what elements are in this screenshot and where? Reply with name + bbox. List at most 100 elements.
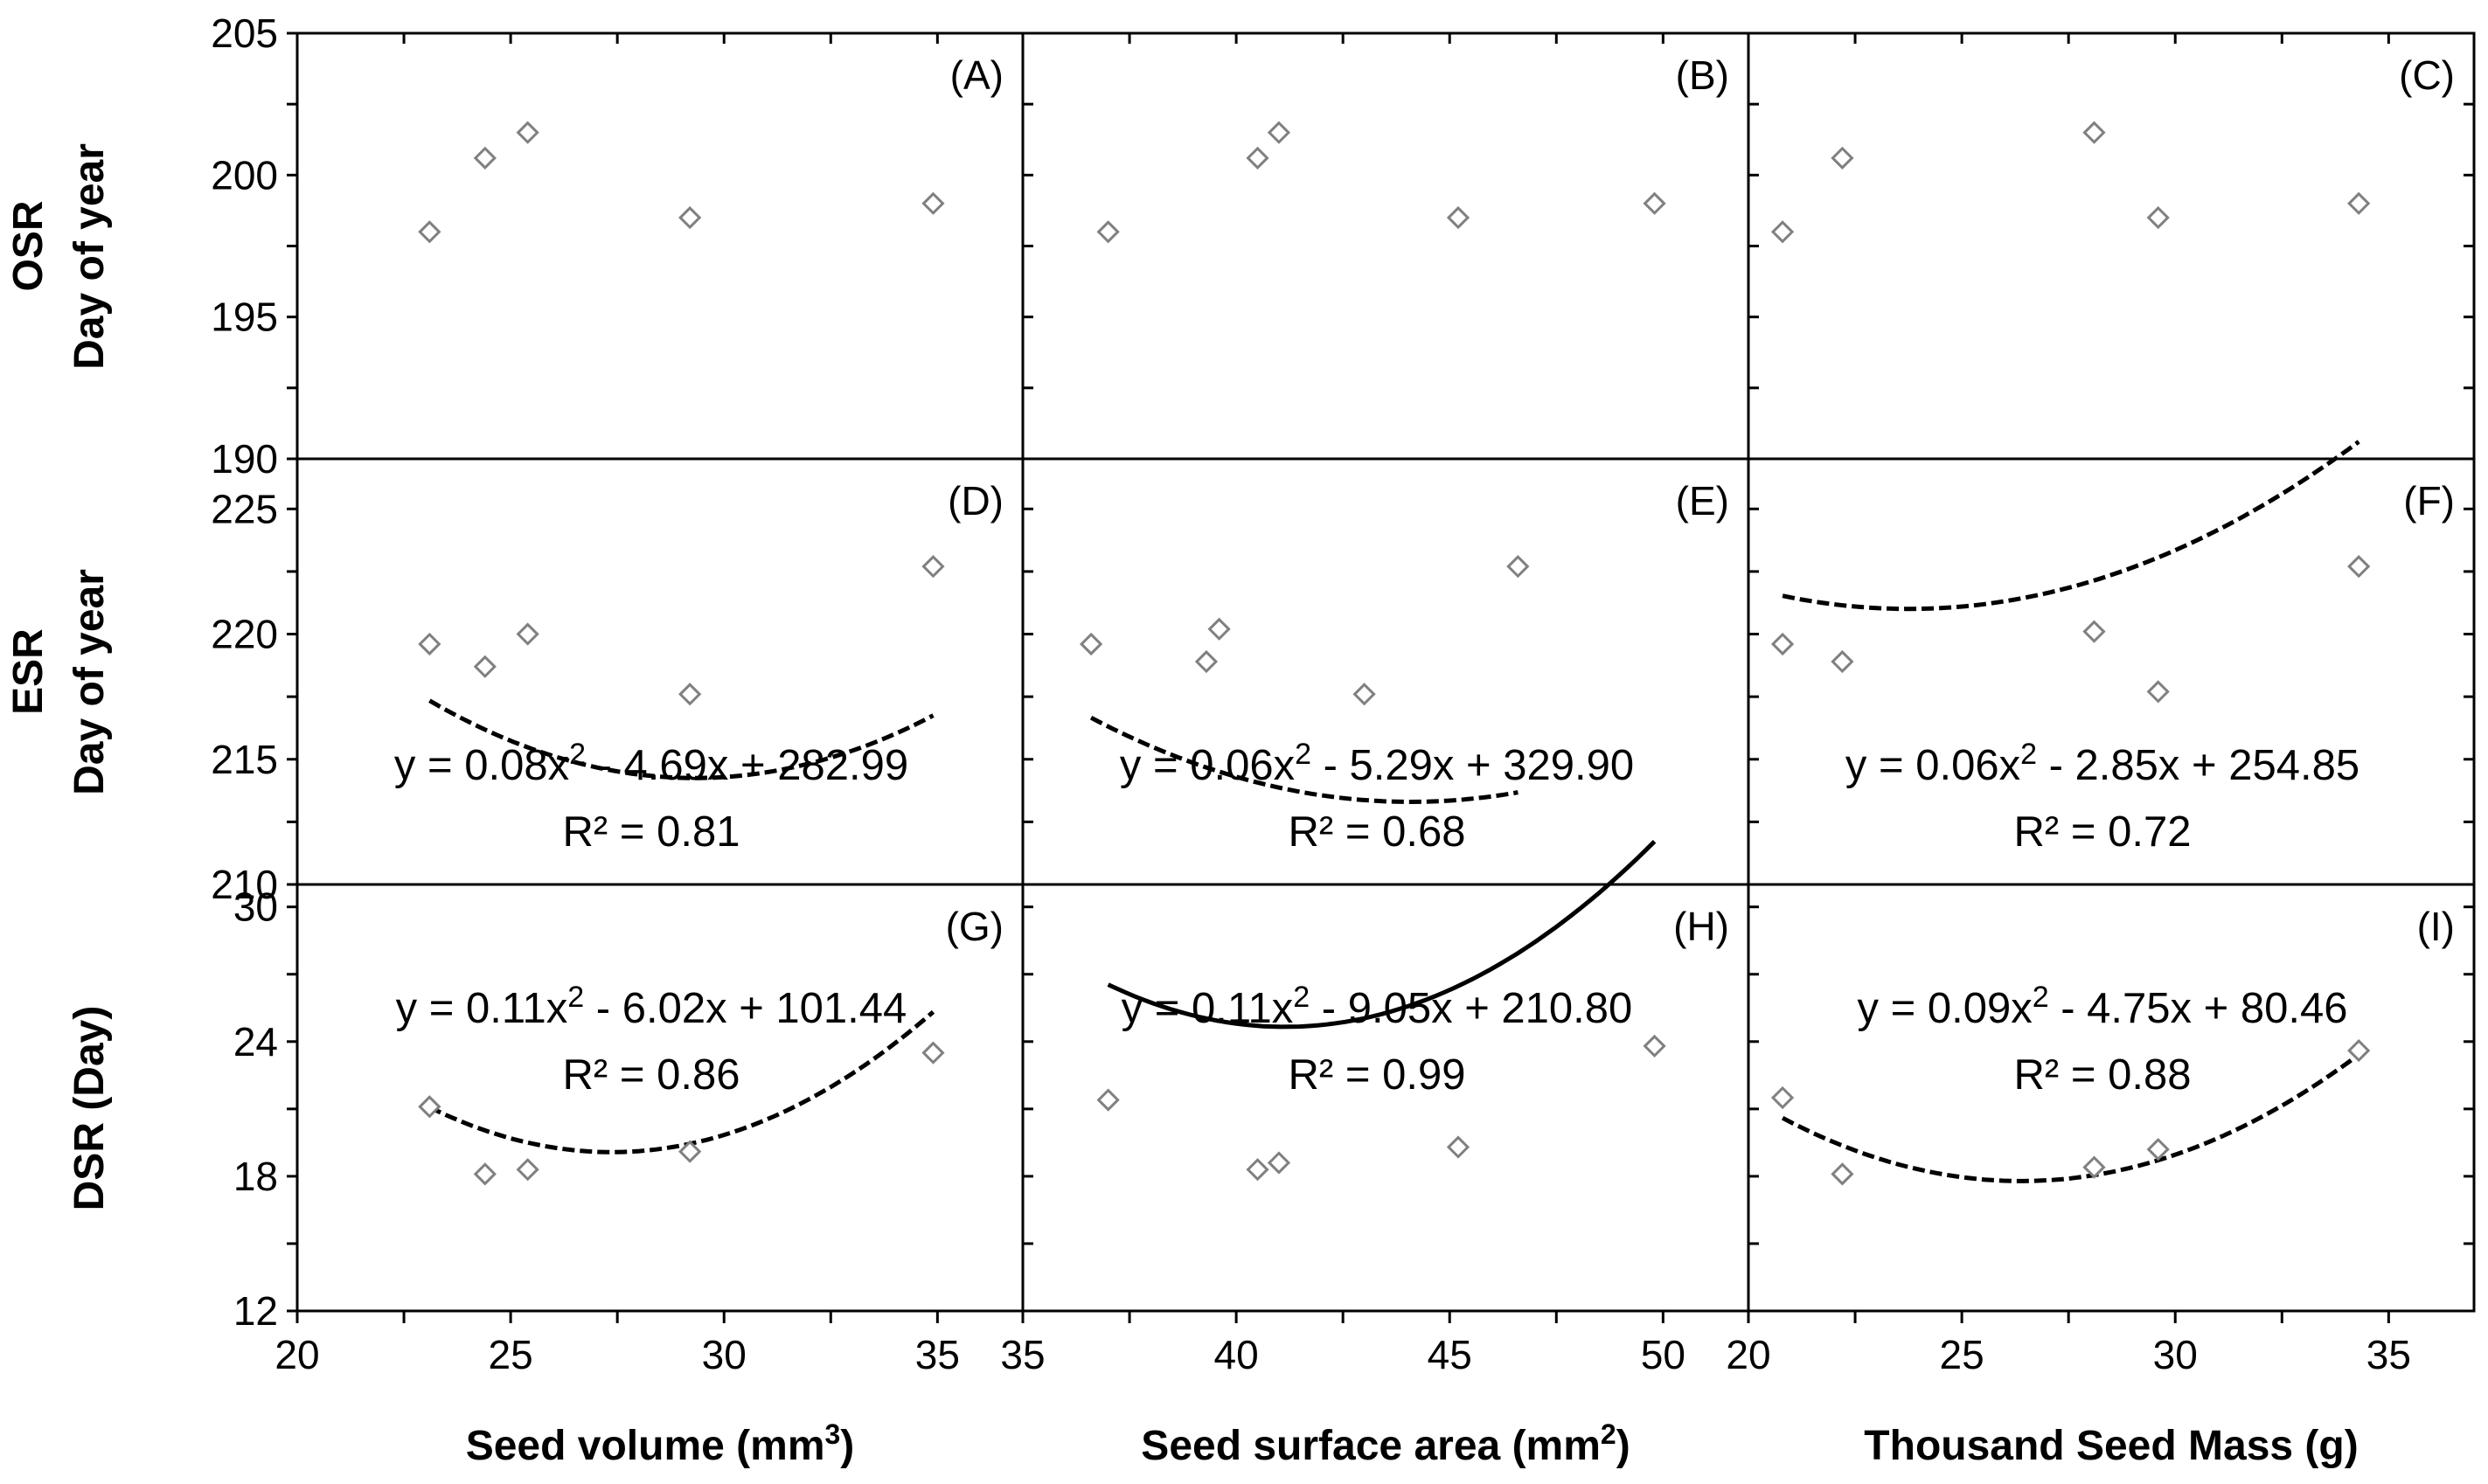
- panel-label: (H): [1673, 904, 1729, 949]
- panel-frame: [1021, 31, 1750, 461]
- x-tick-label: 45: [1428, 1332, 1472, 1377]
- x-tick-label: 35: [2366, 1332, 2411, 1377]
- equation-sup: 2: [2020, 738, 2037, 771]
- panel-c: (C): [1770, 52, 2455, 244]
- y-tick-label: 215: [211, 737, 278, 782]
- panel-e: (E) y = 0.06x2 - 5.29x + 329.90 R² = 0.68: [1079, 478, 1729, 856]
- data-point: [1246, 1158, 1269, 1182]
- panels-layer: (A) (B) (C)(D)y = 0.08x2 - 4.69x + 282.99R…: [394, 52, 2455, 1186]
- equation-main: y = 0.06x: [1120, 742, 1295, 789]
- trend-equation: y = 0.11x2 - 6.02x + 101.44: [396, 981, 907, 1032]
- y-axis-title: OSR: [5, 200, 52, 291]
- x-axis-title: Thousand Seed Mass (g): [1864, 1423, 2358, 1469]
- panel-label: (E): [1676, 478, 1729, 524]
- panel-label: (A): [950, 52, 1004, 98]
- y-tick-label: 225: [211, 486, 278, 531]
- trend-line: [1782, 440, 2360, 612]
- r-squared: R² = 0.81: [563, 808, 740, 856]
- x-axis-title-main: Seed surface area (mm: [1141, 1423, 1601, 1469]
- data-point: [2347, 191, 2371, 215]
- data-point: [418, 632, 441, 656]
- data-point: [1267, 121, 1291, 144]
- y-axis-title: DSR (Day): [66, 1006, 113, 1211]
- x-axis-title-sup: 2: [1601, 1418, 1616, 1450]
- panel-h: (H) y = 0.11x2 - 9.05x + 210.80 R² = 0.99: [1096, 840, 1729, 1182]
- data-point: [1770, 220, 1795, 244]
- panel-g: (G) y = 0.11x2 - 6.02x + 101.44 R² = 0.86: [396, 904, 1004, 1186]
- data-point: [473, 1162, 497, 1186]
- data-point: [418, 1095, 441, 1119]
- x-axis-title: Seed surface area (mm2): [1141, 1418, 1630, 1469]
- panel-label: (D): [948, 478, 1004, 524]
- data-point: [473, 655, 497, 678]
- data-point: [921, 191, 945, 215]
- trend-line: [1781, 1052, 2360, 1183]
- x-tick-label: 35: [915, 1332, 960, 1377]
- panel-a: (A): [418, 52, 1004, 244]
- data-point: [1246, 146, 1269, 170]
- equation-rest: - 4.69x + 282.99: [586, 742, 908, 789]
- data-point: [1643, 191, 1666, 215]
- panel-b: (B): [1096, 52, 1729, 244]
- equation-rest: - 2.85x + 254.85: [2037, 742, 2359, 789]
- axes-layer: [287, 31, 2476, 1323]
- data-point: [516, 121, 539, 144]
- data-point: [418, 220, 441, 244]
- x-axis-title-main: Thousand Seed Mass (g): [1864, 1423, 2358, 1469]
- y-tick-label: 200: [211, 152, 278, 198]
- data-point: [1831, 146, 1854, 170]
- x-tick-label: 20: [1726, 1332, 1770, 1377]
- equation-main: y = 0.11x: [1122, 985, 1294, 1032]
- data-point: [2347, 1038, 2371, 1063]
- panel-frame: [1747, 883, 2476, 1313]
- trend-line: [1107, 840, 1657, 1030]
- x-tick-label: 40: [1214, 1332, 1259, 1377]
- x-tick-label: 25: [489, 1332, 533, 1377]
- data-point: [1194, 649, 1219, 674]
- panel-frame: [1747, 31, 2476, 461]
- x-tick-label: 30: [2153, 1332, 2198, 1377]
- y-tick-label: 18: [233, 1154, 278, 1199]
- data-point: [1096, 1088, 1120, 1112]
- panel-label: (F): [2403, 478, 2455, 524]
- data-point: [678, 683, 702, 706]
- data-point: [2146, 680, 2170, 704]
- y-tick-label: 220: [211, 612, 278, 657]
- equation-main: y = 0.11x: [396, 985, 568, 1032]
- data-point: [2146, 1137, 2170, 1162]
- data-point: [2082, 121, 2106, 144]
- data-point: [2146, 205, 2170, 230]
- panel-label: (B): [1676, 52, 1729, 98]
- data-point: [921, 1041, 945, 1064]
- x-tick-label: 25: [1940, 1332, 1984, 1377]
- x-tick-label: 50: [1641, 1332, 1685, 1377]
- x-axis-title-end: ): [840, 1423, 854, 1469]
- data-point: [516, 1158, 539, 1182]
- x-axis-title-sup: 3: [825, 1418, 841, 1450]
- equation-rest: - 6.02x + 101.44: [584, 985, 907, 1032]
- data-point: [516, 622, 539, 646]
- data-point: [1267, 1151, 1291, 1175]
- data-point: [921, 555, 945, 579]
- data-point: [1643, 1034, 1666, 1058]
- trend-equation: y = 0.09x2 - 4.75x + 80.46: [1857, 981, 2347, 1032]
- data-point: [1446, 1135, 1470, 1159]
- r-squared: R² = 0.99: [1289, 1051, 1466, 1099]
- y-tick-label: 30: [233, 884, 278, 930]
- x-tick-label: 30: [702, 1332, 747, 1377]
- data-point: [678, 1140, 702, 1163]
- data-point: [1770, 1085, 1795, 1110]
- x-tick-label: 35: [1000, 1332, 1045, 1377]
- x-axis-title-main: Seed volume (mm: [466, 1423, 825, 1469]
- equation-rest: - 4.75x + 80.46: [2049, 985, 2348, 1032]
- equation-sup: 2: [569, 738, 586, 771]
- data-point: [1506, 555, 1530, 579]
- data-point: [678, 205, 702, 230]
- x-tick-label: 20: [275, 1332, 319, 1377]
- data-point: [2082, 620, 2106, 643]
- data-point: [1096, 220, 1120, 244]
- equation-rest: - 5.29x + 329.90: [1311, 742, 1634, 789]
- data-point: [1207, 617, 1231, 641]
- trend-line: [428, 698, 935, 780]
- panel-d: (D) y = 0.08x2 - 4.69x + 282.99 R² = 0.81: [394, 478, 1004, 856]
